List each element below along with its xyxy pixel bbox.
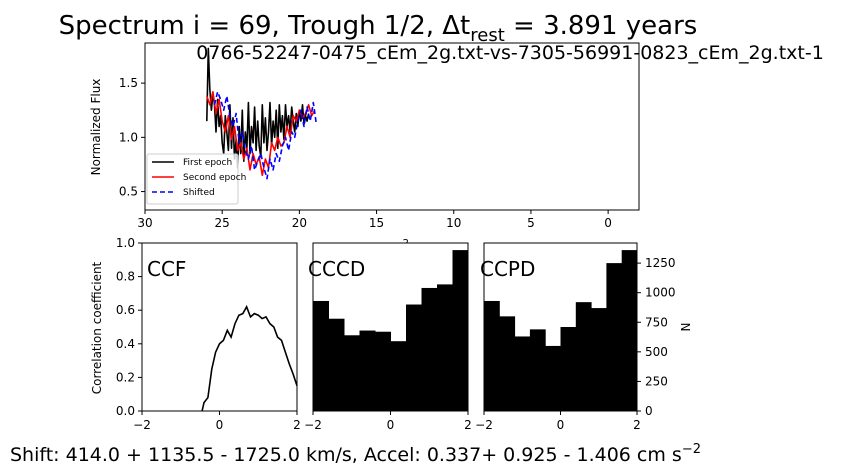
ccf-series	[201, 304, 298, 412]
cccd-x-ticks: −2 0 2	[304, 411, 472, 432]
cccd-bar	[421, 287, 438, 411]
ccpd-bar	[621, 250, 638, 411]
ccpd-bar	[529, 329, 546, 411]
cccd-bar	[406, 304, 422, 411]
series-shifted	[213, 91, 318, 180]
spectrum-x-tick-label: 30	[137, 216, 152, 230]
ccpd-y-label: N	[679, 323, 693, 332]
legend-label-second: Second epoch	[183, 173, 246, 183]
ccpd-y-tick-label: 1000	[645, 286, 676, 300]
cccd-bar	[344, 335, 360, 411]
ccpd-x-tick-label: 2	[633, 418, 641, 432]
ccf-y-tick-label: 0.0	[116, 404, 135, 418]
ccpd-y-tick-label: 250	[645, 374, 668, 388]
cccd-panel-label: CCCD	[308, 257, 365, 281]
ccpd-bar	[591, 308, 607, 411]
spectrum-legend: First epoch Second epoch Shifted	[146, 153, 246, 205]
spectrum-y-tick-label: 1.0	[119, 130, 138, 144]
figure-subtitle: 0766-52247-0475_cEm_2g.txt-vs-7305-56991…	[196, 42, 824, 64]
ccf-y-tick-label: 0.8	[116, 270, 135, 284]
ccf-y-tick-label: 0.4	[116, 337, 135, 351]
cccd-bar	[328, 318, 345, 411]
ccpd-x-tick-label: −2	[475, 418, 493, 432]
ccpd-y-tick-label: 750	[645, 315, 668, 329]
cccd-bar	[390, 341, 407, 411]
spectrum-y-tick-label: 1.5	[119, 76, 138, 90]
ccf-x-tick-label: −2	[133, 418, 151, 432]
spectrum-x-tick-label: 10	[446, 216, 461, 230]
cccd-panel: −2 0 2 CCCD	[304, 242, 472, 432]
ccf-panel: −2 0 2 0.0 0.2 0.4 0.6 0.8 1.0 CCF Correlation …	[90, 236, 301, 432]
legend-label-first: First epoch	[183, 158, 232, 168]
ccf-y-tick-label: 0.2	[116, 370, 135, 384]
figure-title: Spectrum i = 69, Trough 1/2, Δtrest = 3.…	[59, 11, 698, 46]
ccpd-y-tick-label: 500	[645, 345, 668, 359]
cccd-x-tick-label: −2	[304, 418, 322, 432]
ccf-x-ticks: −2 0 2	[133, 411, 301, 432]
figure-footer: Shift: 414.0 + 1135.5 - 1725.0 km/s, Acc…	[10, 442, 701, 466]
cccd-x-tick-label: 0	[387, 418, 395, 432]
spectrum-x-tick-label: 5	[527, 216, 535, 230]
spectrum-y-ticks: 0.5 1.0 1.5	[119, 76, 145, 199]
ccpd-bar	[560, 327, 577, 411]
ccpd-bar	[545, 345, 561, 411]
cccd-bar	[452, 250, 469, 411]
ccpd-bar	[606, 263, 623, 411]
cccd-bar	[359, 330, 376, 411]
cccd-bar	[375, 331, 391, 411]
ccf-y-tick-label: 1.0	[116, 236, 135, 250]
ccpd-bar	[514, 336, 531, 411]
ccpd-y-tick-label: 1250	[645, 256, 676, 270]
spectrum-y-label: Normalized Flux	[89, 79, 103, 176]
legend-label-shifted: Shifted	[183, 188, 215, 198]
ccf-plot-area	[142, 243, 297, 411]
ccf-series-group	[201, 304, 298, 412]
cccd-bar	[313, 300, 329, 411]
ccpd-bar	[484, 300, 500, 411]
cccd-x-tick-label: 2	[464, 418, 472, 432]
ccpd-bars-group	[484, 250, 638, 411]
ccpd-y-ticks: 0 250 500 750 1000 1250	[637, 256, 676, 418]
ccpd-bar	[575, 302, 592, 411]
ccpd-panel-label: CCPD	[480, 257, 535, 281]
ccf-y-ticks: 0.0 0.2 0.4 0.6 0.8 1.0	[116, 236, 142, 418]
spectrum-frame	[144, 42, 640, 211]
ccf-panel-label: CCF	[147, 257, 186, 281]
ccf-y-tick-label: 0.6	[116, 303, 135, 317]
ccf-y-label: Correlation coefficient	[90, 261, 104, 394]
spectrum-x-tick-label: 0	[604, 216, 612, 230]
ccpd-x-tick-label: 0	[557, 418, 565, 432]
spectrum-x-tick-label: 20	[292, 216, 307, 230]
cccd-bars-group	[313, 250, 469, 411]
ccpd-y-tick-label: 0	[645, 404, 653, 418]
spectrum-x-ticks: 30 25 20 15 10 5 0	[137, 210, 612, 230]
cccd-bar	[437, 284, 453, 411]
spectrum-x-tick-label: 25	[215, 216, 230, 230]
series-second-epoch	[206, 91, 316, 177]
ccf-x-tick-label: 2	[293, 418, 301, 432]
ccpd-x-ticks: −2 0 2	[475, 411, 641, 432]
ccpd-bar	[499, 316, 516, 411]
spectrum-y-tick-label: 0.5	[119, 185, 138, 199]
spectrum-x-tick-label: 15	[369, 216, 384, 230]
ccf-x-tick-label: 0	[216, 418, 224, 432]
